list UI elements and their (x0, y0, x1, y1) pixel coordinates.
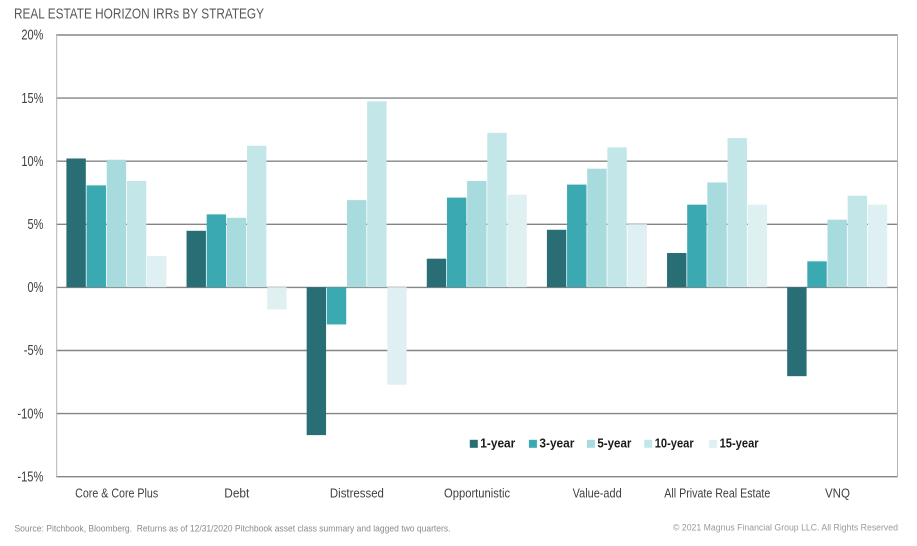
svg-text:20%: 20% (21, 28, 43, 44)
svg-text:Value-add: Value-add (573, 485, 622, 500)
svg-text:0%: 0% (28, 280, 44, 296)
svg-text:-5%: -5% (24, 343, 44, 359)
svg-text:Core & Core Plus: Core & Core Plus (75, 485, 158, 500)
svg-text:Opportunistic: Opportunistic (444, 485, 510, 500)
svg-text:VNQ: VNQ (825, 485, 850, 500)
svg-text:-15%: -15% (17, 469, 43, 485)
svg-text:10-year: 10-year (655, 437, 694, 451)
svg-text:5-year: 5-year (597, 437, 631, 451)
svg-text:Debt: Debt (224, 485, 249, 500)
svg-text:5%: 5% (28, 217, 44, 233)
svg-text:1-year: 1-year (480, 437, 515, 451)
svg-text:3-year: 3-year (539, 437, 574, 451)
svg-text:All Private Real Estate: All Private Real Estate (664, 485, 770, 500)
svg-text:-10%: -10% (17, 406, 43, 422)
svg-text:Distressed: Distressed (330, 485, 384, 500)
svg-text:15-year: 15-year (720, 437, 759, 451)
svg-text:10%: 10% (21, 154, 43, 170)
svg-text:Source: Pitchbook, Bloomberg.: Source: Pitchbook, Bloomberg. Returns as… (15, 524, 451, 534)
svg-text:© 2021 Magnus Financial Group: © 2021 Magnus Financial Group LLC. All R… (673, 523, 898, 533)
svg-text:REAL ESTATE HORIZON IRRs BY ST: REAL ESTATE HORIZON IRRs BY STRATEGY (14, 6, 264, 22)
svg-text:15%: 15% (21, 91, 43, 107)
